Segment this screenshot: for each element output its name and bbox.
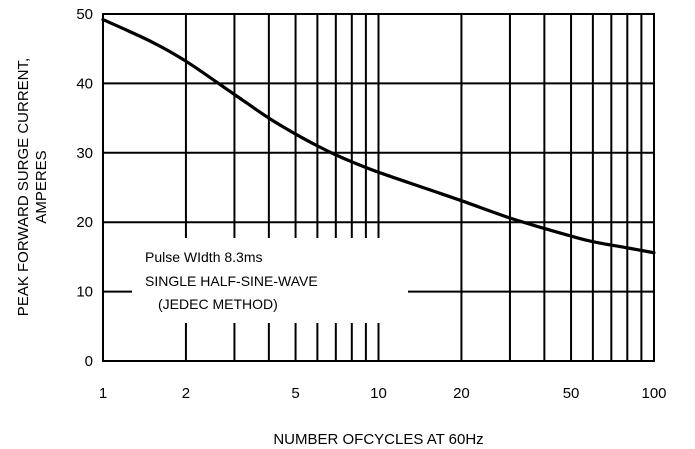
annotation-line-2: SINGLE HALF-SINE-WAVE (145, 273, 318, 289)
x-tick-labels: 1 2 5 10 20 50 100 (99, 385, 667, 402)
y-tick-labels: 0 10 20 30 40 50 (76, 6, 93, 370)
x-tick-label: 2 (182, 385, 190, 402)
y-axis-title-line-2: AMPERES (33, 150, 50, 223)
x-tick-label: 5 (291, 385, 299, 402)
annotation-line-1: Pulse WIdth 8.3ms (145, 249, 263, 265)
surge-current-curve (101, 17, 656, 255)
y-tick-label: 0 (85, 353, 93, 370)
y-tick-label: 40 (76, 75, 93, 92)
x-tick-label: 1 (99, 385, 107, 402)
x-tick-label: 20 (453, 385, 470, 402)
annotation-box: Pulse WIdth 8.3ms SINGLE HALF-SINE-WAVE … (132, 238, 408, 323)
series-group (101, 17, 656, 255)
x-tick-label: 50 (563, 385, 580, 402)
y-axis-title-line-1: PEAK FORWARD SURGE CURRENT, (15, 58, 32, 316)
x-tick-label: 100 (641, 385, 666, 402)
annotation-background (132, 238, 408, 323)
y-tick-label: 20 (76, 214, 93, 231)
annotation-line-3: (JEDEC METHOD) (158, 296, 278, 312)
plot-frame (102, 13, 655, 362)
y-tick-label: 10 (76, 284, 93, 301)
y-tick-label: 50 (76, 6, 93, 23)
x-axis-title: NUMBER OFCYCLES AT 60Hz (273, 431, 483, 448)
x-tick-label: 10 (370, 385, 387, 402)
y-tick-label: 30 (76, 145, 93, 162)
